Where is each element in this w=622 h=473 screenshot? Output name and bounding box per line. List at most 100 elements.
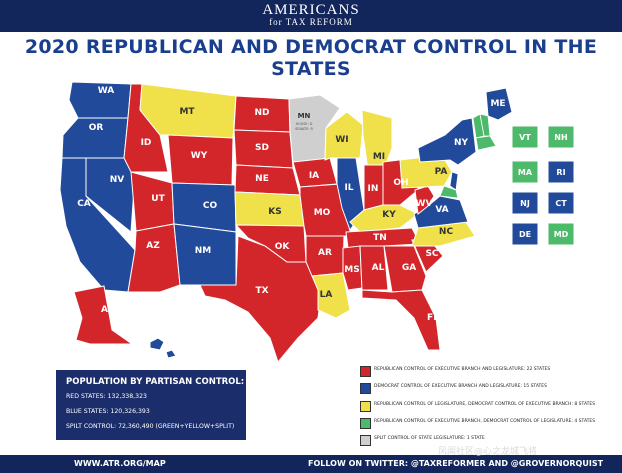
state-label-ms: MS [344,265,359,275]
small-state-swatch [547,191,575,215]
state-label-mt: MT [179,107,195,117]
state-label-mo: MO [314,208,331,218]
small-state-label-de: DE [519,230,531,239]
state-label-ca: CA [77,199,91,209]
small-state-swatch [547,160,575,184]
state-label-il: IL [344,183,353,193]
state-wi [324,111,364,161]
state-label-wa: WA [98,86,115,96]
legend-label: REPUBLICAN CONTROL OF EXECUTIVE BRANCH, … [374,419,596,424]
small-state-label-ma: MA [518,168,533,177]
state-label-hi: HI [173,333,184,343]
small-state-box-nj: NJ [511,191,539,215]
state-label-mi: MI [373,152,385,162]
state-label-co: CO [203,201,218,211]
small-state-boxes: VT NH MA RI NJ CT DE MD [511,125,575,246]
state-hi [149,337,177,359]
state-ma [475,135,497,151]
state-shapes [59,81,513,364]
state-label-ky: KY [382,210,396,220]
state-ms [342,245,363,291]
small-state-box-md: MD [547,222,575,246]
state-label-ut: UT [151,194,165,204]
state-label-ak: AK [101,305,116,315]
state-label-sc: SC [425,249,438,259]
logo-line-2: for TAX REFORM [269,17,353,27]
population-box: POPULATION BY PARTISAN CONTROL: RED STAT… [56,370,246,440]
state-label-mn: MN [298,112,311,120]
small-state-swatch [511,191,539,215]
state-label-wv: WV [416,199,433,209]
state-label-or: OR [89,123,104,133]
state-label-tx: TX [255,286,268,296]
state-label-al: AL [372,263,385,273]
state-label-ny: NY [454,138,469,148]
state-label-nm: NM [195,246,212,256]
small-state-label-vt: VT [519,133,531,142]
small-state-label-ct: CT [555,199,567,208]
state-label-ia: IA [309,171,319,181]
small-state-label-ri: RI [556,168,565,177]
mn-note: HOUSE: D [296,122,313,126]
state-label-va: VA [435,205,448,215]
small-state-swatch [511,125,539,149]
state-label-nd: ND [254,108,269,118]
map-title: 2020 REPUBLICAN AND DEMOCRAT CONTROL IN … [24,36,598,80]
state-ga [383,245,427,293]
state-label-wi: WI [335,135,348,145]
state-label-nv: NV [110,175,125,185]
mn-note: SENATE: R [295,127,313,131]
small-state-swatch [511,160,539,184]
brand-bar: AMERICANS for TAX REFORM [0,0,622,32]
small-state-box-vt: VT [511,125,539,149]
state-label-wy: WY [191,151,208,161]
small-state-swatch [547,222,575,246]
small-state-label-nh: NH [554,133,567,142]
legend-swatch [360,366,371,377]
small-state-box-ri: RI [547,160,575,184]
state-labels: WA OR CA NV ID MT WY UT AZ CO NM ND SD NE KS OK TX MN HOUS… [77,86,505,343]
footer-url[interactable]: WWW.ATR.ORG/MAP [74,459,166,468]
population-blue: BLUE STATES: 120,326,393 [66,408,150,415]
footer-bar: WWW.ATR.ORG/MAP FOLLOW ON TWITTER: @TAXR… [0,455,622,473]
small-state-swatch [511,222,539,246]
state-label-sd: SD [255,143,269,153]
state-label-ar: AR [318,248,332,258]
state-al [359,245,389,291]
legend-swatch [360,435,371,446]
state-label-id: ID [141,138,152,148]
population-red: RED STATES: 132,338,323 [66,393,147,400]
state-label-fl: FL [427,313,439,323]
footer-twitter: FOLLOW ON TWITTER: @TAXREFORMER AND @GRO… [308,459,604,468]
small-state-box-ct: CT [547,191,575,215]
state-label-me: ME [490,99,505,109]
state-label-in: IN [368,184,379,194]
state-md [439,185,459,199]
small-state-box-nh: NH [547,125,575,149]
legend-swatch [360,383,371,394]
state-label-ks: KS [268,207,281,217]
state-label-ok: OK [275,242,291,252]
state-nj [449,171,459,191]
legend-label: DEMOCRAT CONTROL OF EXECUTIVE BRANCH AND… [374,384,548,389]
state-label-pa: PA [435,167,448,177]
state-label-az: AZ [146,241,160,251]
state-label-nc: NC [439,227,454,237]
state-fl [361,289,441,351]
legend-swatch [360,401,371,412]
legend-label: REPUBLICAN CONTROL OF LEGISLATURE, DEMOC… [374,402,596,407]
state-label-ga: GA [402,263,416,273]
state-me [485,87,513,121]
small-state-label-nj: NJ [520,199,530,208]
logo-line-1: AMERICANS [262,2,360,18]
state-tx [199,235,323,364]
legend-swatch [360,418,371,429]
legend-label: SPLIT CONTROL OF STATE LEGISLATURE: 1 ST… [374,436,485,441]
state-az [127,223,181,293]
state-label-la: LA [320,290,333,300]
state-ak [73,285,134,345]
small-state-swatch [547,125,575,149]
legend-label: REPUBLICAN CONTROL OF EXECUTIVE BRANCH A… [374,367,551,372]
small-state-label-md: MD [554,230,569,239]
